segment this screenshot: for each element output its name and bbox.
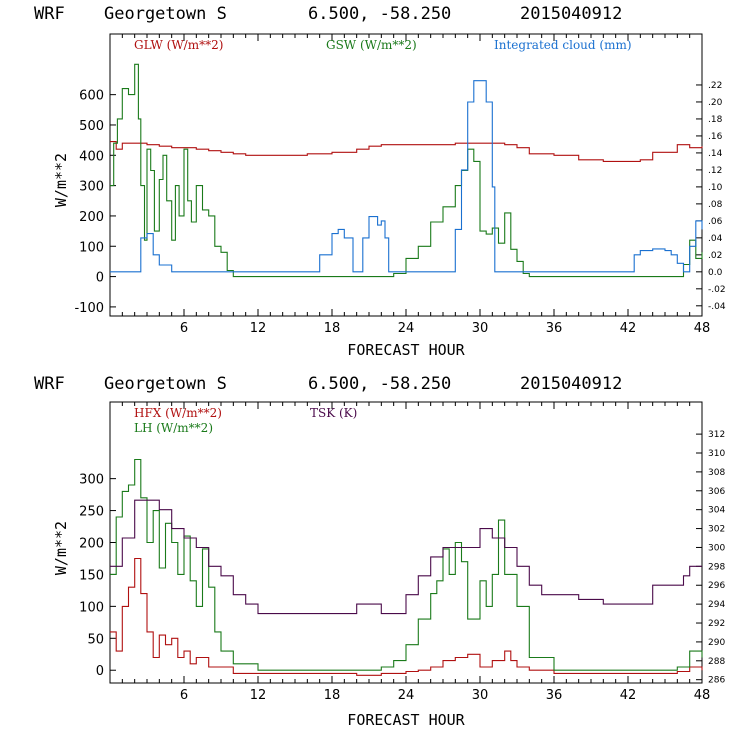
panel-top: WRF Georgetown S 6.500, -58.250 20150409…	[34, 4, 726, 359]
y2-tick-label: 312	[708, 430, 725, 440]
x-tick-label: 42	[620, 321, 637, 336]
y2-tick-label: .06	[708, 217, 723, 227]
series-line-tsk	[110, 499, 702, 615]
legend-glw: GLW (W/m**2)	[134, 38, 223, 52]
y2-tick-label: 294	[708, 600, 725, 610]
x-tick-label: 36	[546, 321, 563, 336]
y2-tick-label: .16	[708, 132, 723, 142]
x-tick-label: 24	[398, 321, 415, 336]
legend-lh: LH (W/m**2)	[134, 421, 213, 435]
y2-tick-label: 304	[708, 506, 725, 516]
x-tick-label: 42	[620, 688, 637, 703]
legend-tsk: TSK (K)	[310, 406, 357, 420]
x-tick-label: 6	[180, 688, 188, 703]
x-tick-label: 18	[324, 321, 341, 336]
y-tick-label: 0	[96, 271, 104, 286]
y2-tick-label: 288	[708, 657, 725, 667]
x-axis-label: FORECAST HOUR	[347, 711, 465, 729]
header-init-time: 2015040912	[520, 4, 622, 24]
header-model: WRF	[34, 4, 65, 24]
y-tick-label: 250	[79, 505, 104, 520]
header-station: Georgetown S	[104, 4, 227, 24]
y2-tick-label: 302	[708, 525, 725, 535]
y2-tick-label: .02	[708, 251, 722, 261]
y2-tick-label: 306	[708, 487, 725, 497]
legend-cloud: Integrated cloud (mm)	[494, 38, 632, 52]
y-tick-label: 50	[87, 632, 104, 647]
series-line-integrated-cloud	[110, 80, 703, 273]
y2-tick-label: .10	[708, 183, 723, 193]
y2-tick-label: .08	[708, 200, 723, 210]
y-tick-label: 100	[79, 240, 104, 255]
y-tick-label: 600	[79, 89, 104, 104]
header-station: Georgetown S	[104, 374, 227, 394]
plot-frame	[109, 401, 703, 684]
series-line-lh	[110, 458, 703, 671]
y-tick-label: 0	[96, 664, 104, 679]
y2-tick-label: .14	[708, 149, 723, 159]
y2-tick-label: 300	[708, 543, 725, 553]
y-tick-label: 200	[79, 537, 104, 552]
y2-tick-label: .22	[708, 81, 722, 91]
x-tick-label: 6	[180, 321, 188, 336]
panel-bottom: WRF Georgetown S 6.500, -58.250 20150409…	[34, 374, 725, 729]
y-tick-label: 100	[79, 600, 104, 615]
header-coords: 6.500, -58.250	[308, 4, 451, 24]
x-tick-label: 12	[250, 688, 267, 703]
legend-gsw: GSW (W/m**2)	[326, 38, 417, 52]
header-coords: 6.500, -58.250	[308, 374, 451, 394]
x-tick-label: 48	[694, 688, 711, 703]
y2-tick-label: -.04	[708, 302, 726, 312]
series-lines	[110, 458, 703, 676]
y2-tick-label: 310	[708, 449, 725, 459]
y2-tick-label: 308	[708, 468, 725, 478]
series-line-gsw	[110, 63, 703, 278]
y-tick-label: 150	[79, 568, 104, 583]
y-tick-label: 300	[79, 473, 104, 488]
y2-tick-label: .18	[708, 115, 723, 125]
x-tick-label: 18	[324, 688, 341, 703]
y2-tick-label: -.02	[708, 285, 726, 295]
y-tick-label: 200	[79, 210, 104, 225]
axes: 6 12 18 24 30 36 42 48 -100 0 100 200 300 400 500 600 -.…	[74, 34, 726, 336]
x-axis-label: FORECAST HOUR	[347, 341, 465, 359]
header-model: WRF	[34, 374, 65, 394]
x-tick-label: 36	[546, 688, 563, 703]
series-line-hfx	[110, 557, 703, 676]
y-tick-label: 400	[79, 149, 104, 164]
y-tick-label: 500	[79, 119, 104, 134]
x-tick-label: 48	[694, 321, 711, 336]
y2-tick-label: 0.0	[708, 268, 723, 278]
y-axis-label: W/m**2	[52, 153, 70, 207]
y2-tick-label: 298	[708, 562, 725, 572]
y-tick-label: 300	[79, 180, 104, 195]
x-tick-label: 24	[398, 688, 415, 703]
series-lines	[110, 63, 703, 278]
y2-tick-label: 290	[708, 638, 725, 648]
y2-tick-label: 286	[708, 676, 725, 686]
series-line-glw	[110, 141, 703, 162]
y2-tick-label: .12	[708, 166, 722, 176]
y-axis-label: W/m**2	[52, 521, 70, 575]
y2-tick-label: 296	[708, 581, 725, 591]
legend-hfx: HFX (W/m**2)	[134, 406, 222, 420]
y2-tick-label: .20	[708, 98, 723, 108]
x-tick-label: 30	[472, 688, 489, 703]
y-tick-label: -100	[74, 301, 104, 316]
axes: 6 12 18 24 30 36 42 48 0 50 100 150 200 250 300 286 288 2…	[79, 402, 725, 703]
header-init-time: 2015040912	[520, 374, 622, 394]
y2-tick-label: .04	[708, 234, 723, 244]
x-tick-label: 30	[472, 321, 489, 336]
x-tick-label: 12	[250, 321, 267, 336]
y2-tick-label: 292	[708, 619, 725, 629]
